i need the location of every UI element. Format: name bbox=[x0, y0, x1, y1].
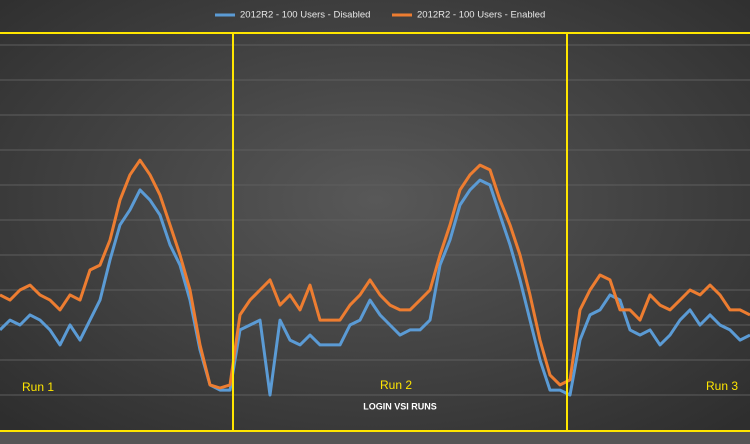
x-axis-title: LOGIN VSI RUNS bbox=[363, 401, 437, 411]
annotation: Run 3 bbox=[706, 379, 738, 393]
plot bbox=[0, 158, 750, 397]
annotation: Run 2 bbox=[380, 378, 412, 392]
legend-label: 2012R2 - 100 Users - Enabled bbox=[417, 10, 545, 21]
annotation: Run 1 bbox=[22, 380, 54, 394]
series-line bbox=[0, 178, 750, 397]
bottom-strip bbox=[0, 432, 750, 444]
legend: 2012R2 - 100 Users - Disabled 2012R2 - 10… bbox=[215, 10, 545, 21]
run-boxes bbox=[0, 32, 750, 432]
series-line bbox=[0, 158, 750, 390]
legend-label: 2012R2 - 100 Users - Disabled bbox=[240, 10, 370, 21]
